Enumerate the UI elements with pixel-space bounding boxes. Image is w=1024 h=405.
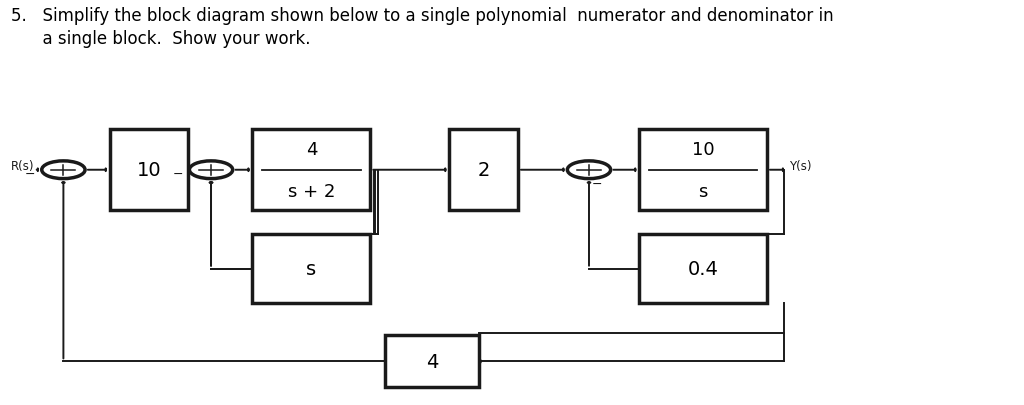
Bar xyxy=(639,234,767,303)
Bar xyxy=(450,130,518,211)
Text: s + 2: s + 2 xyxy=(288,182,335,200)
Text: 5.   Simplify the block diagram shown below to a single polynomial  numerator an: 5. Simplify the block diagram shown belo… xyxy=(11,7,834,26)
Text: s: s xyxy=(698,182,708,200)
Text: −: − xyxy=(25,168,35,181)
Text: 4: 4 xyxy=(426,352,438,371)
Bar xyxy=(252,234,371,303)
Text: 0.4: 0.4 xyxy=(688,259,719,278)
Text: 4: 4 xyxy=(306,140,317,158)
Bar xyxy=(110,130,188,211)
Circle shape xyxy=(42,162,85,179)
Circle shape xyxy=(567,162,610,179)
Text: −: − xyxy=(172,168,183,181)
Bar xyxy=(252,130,371,211)
Circle shape xyxy=(189,162,232,179)
Text: 10: 10 xyxy=(137,161,162,180)
Text: −: − xyxy=(592,177,602,190)
Text: s: s xyxy=(306,259,316,278)
Text: 10: 10 xyxy=(692,140,715,158)
Bar xyxy=(385,335,479,388)
Text: a single block.  Show your work.: a single block. Show your work. xyxy=(11,30,310,47)
Text: R(s): R(s) xyxy=(11,160,35,173)
Text: Y(s): Y(s) xyxy=(788,160,811,173)
Text: 2: 2 xyxy=(477,161,489,180)
Bar xyxy=(639,130,767,211)
